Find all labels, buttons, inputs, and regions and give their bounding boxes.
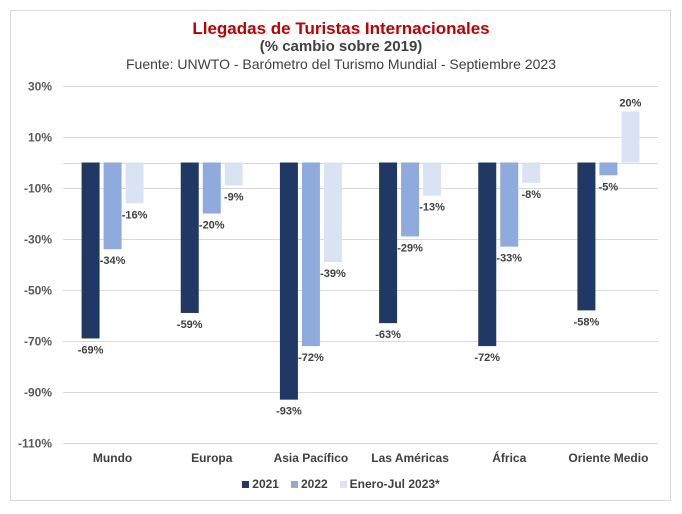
data-label: -13% <box>419 202 445 214</box>
chart-subtitle: (% cambio sobre 2019) <box>259 38 423 55</box>
data-label: -69% <box>78 344 104 356</box>
bar <box>621 111 640 163</box>
bar <box>301 162 320 347</box>
data-label: -20% <box>199 220 225 232</box>
x-tick-label: África <box>492 450 526 465</box>
x-tick-label: Oriente Medio <box>568 451 648 465</box>
legend-swatch <box>339 480 347 488</box>
data-label: -72% <box>298 352 324 364</box>
bar <box>81 162 100 339</box>
data-label: -58% <box>574 316 600 328</box>
bar <box>103 162 122 250</box>
data-label: -72% <box>474 352 500 364</box>
chart-source: Fuente: UNWTO - Barómetro del Turismo Mu… <box>125 56 557 72</box>
data-label: -5% <box>599 181 619 193</box>
bar <box>125 162 144 204</box>
y-tick-label: 30% <box>28 80 52 94</box>
data-label: -34% <box>100 255 126 267</box>
bar <box>202 162 221 214</box>
bar <box>180 162 199 313</box>
data-label: 20% <box>619 98 641 110</box>
data-label: -16% <box>122 209 148 221</box>
bar <box>224 162 243 186</box>
bar <box>379 162 398 324</box>
legend-swatch <box>242 480 250 488</box>
chart-legend: 2021 2022 Enero-Jul 2023* <box>0 477 682 491</box>
y-tick-label: -10% <box>24 182 52 196</box>
x-tick-label: Mundo <box>93 451 132 465</box>
legend-label: 2021 <box>252 477 279 491</box>
y-tick-label: -90% <box>24 386 52 400</box>
bar <box>279 162 298 400</box>
data-label: -9% <box>224 191 244 203</box>
data-label: -63% <box>375 329 401 341</box>
x-tick-label: Asia Pacífico <box>274 451 349 465</box>
data-label: -39% <box>320 268 346 280</box>
bar <box>401 162 420 237</box>
bar <box>478 162 497 347</box>
bar <box>500 162 519 247</box>
legend-item: 2022 <box>290 477 328 491</box>
data-label: -59% <box>177 319 203 331</box>
x-tick-label: Europa <box>191 451 233 465</box>
legend-item: Enero-Jul 2023* <box>339 477 440 491</box>
data-label: -8% <box>521 189 541 201</box>
chart-title: Llegadas de Turistas Internacionales <box>192 19 490 38</box>
y-tick-label: -30% <box>24 233 52 247</box>
y-tick-label: -70% <box>24 335 52 349</box>
bar <box>577 162 596 311</box>
bar <box>323 162 342 262</box>
legend-label: 2022 <box>300 477 328 491</box>
bar <box>522 162 541 183</box>
legend-label: Enero-Jul 2023* <box>349 477 440 491</box>
bar <box>423 162 442 196</box>
data-label: -33% <box>496 253 522 265</box>
legend-swatch <box>290 480 298 488</box>
data-label: -93% <box>276 406 302 418</box>
bar <box>599 162 618 176</box>
y-tick-label: 10% <box>28 131 52 145</box>
data-label: -29% <box>397 242 423 254</box>
y-tick-label: -110% <box>18 437 52 451</box>
legend-item: 2021 <box>242 477 279 491</box>
y-tick-label: -50% <box>24 284 52 298</box>
x-tick-label: Las Américas <box>371 451 449 465</box>
